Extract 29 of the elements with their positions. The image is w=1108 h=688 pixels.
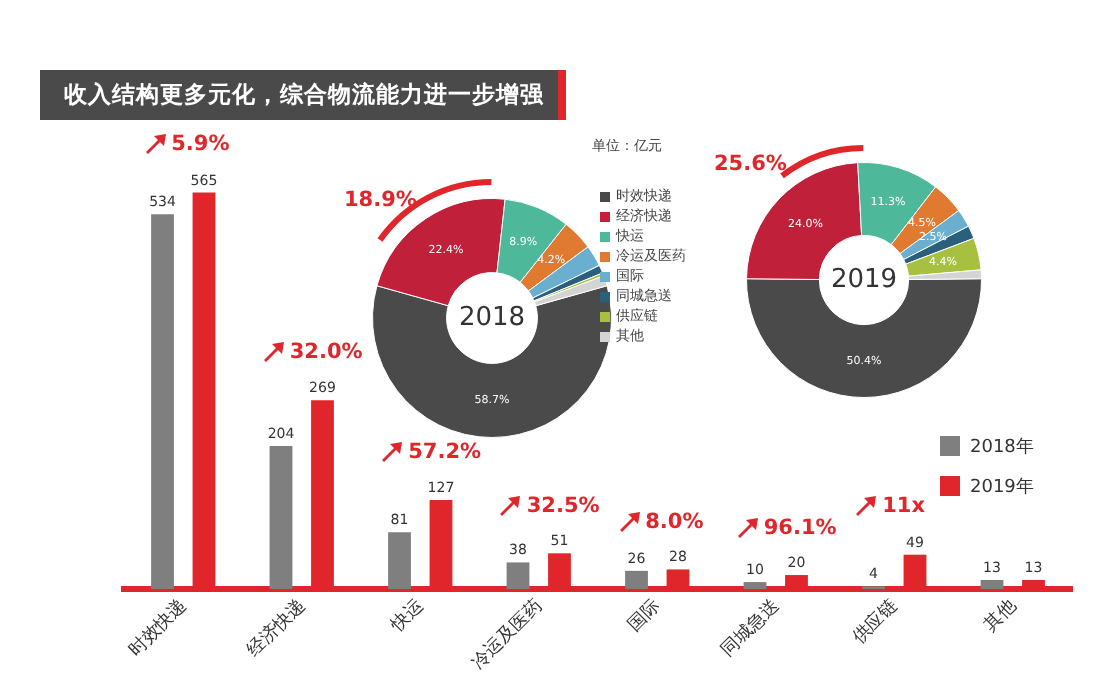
bar <box>743 582 767 590</box>
legend-label: 2019年 <box>970 475 1034 499</box>
x-tick-label: 其他 <box>979 594 1020 635</box>
bar <box>625 570 648 590</box>
annotation: 11x <box>882 494 926 519</box>
text: 25.6% <box>714 152 787 176</box>
bar <box>506 562 530 590</box>
bar <box>151 214 174 590</box>
annotation: 96.1% <box>763 515 837 540</box>
annotation: 18.9% <box>344 188 417 212</box>
x-tick-label: 国际 <box>623 594 664 635</box>
chart-title: 收入结构更多元化，综合物流能力进一步增强 <box>40 70 566 120</box>
text: 2019 <box>830 264 898 295</box>
bar <box>269 445 293 590</box>
legend-label: 2018年 <box>970 435 1034 459</box>
text: 5.9% <box>171 132 230 157</box>
annotation: 32.5% <box>526 493 600 518</box>
annotation: 8.0% <box>645 509 704 534</box>
bar <box>388 532 411 590</box>
x-tick-label: 供应链 <box>848 594 901 648</box>
x-tick-label: 时效快递 <box>124 594 190 660</box>
text: 2018 <box>458 302 526 333</box>
annotation: 57.2% <box>408 439 482 464</box>
x-tick-label: 同城急送 <box>717 594 783 660</box>
annotation: 32.0% <box>289 340 363 365</box>
x-tick-label: 冷运及医药 <box>467 594 546 673</box>
x-tick-label: 经济快递 <box>243 594 309 660</box>
bar <box>980 579 1004 590</box>
x-tick-label: 快运 <box>385 594 427 636</box>
